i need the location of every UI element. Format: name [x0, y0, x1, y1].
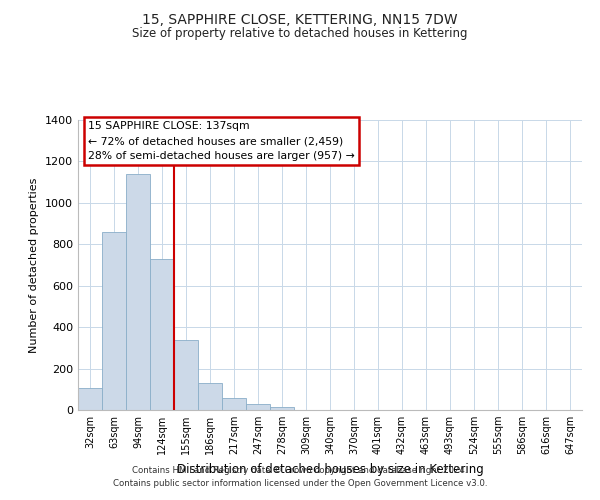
Bar — [102, 232, 126, 410]
Bar — [174, 340, 198, 410]
Bar — [222, 398, 246, 410]
X-axis label: Distribution of detached houses by size in Kettering: Distribution of detached houses by size … — [176, 462, 484, 475]
Bar — [246, 404, 270, 410]
Bar — [198, 383, 222, 410]
Bar — [150, 259, 174, 410]
Text: Size of property relative to detached houses in Kettering: Size of property relative to detached ho… — [132, 28, 468, 40]
Bar — [270, 407, 294, 410]
Y-axis label: Number of detached properties: Number of detached properties — [29, 178, 40, 352]
Text: Contains HM Land Registry data © Crown copyright and database right 2024.
Contai: Contains HM Land Registry data © Crown c… — [113, 466, 487, 487]
Text: 15, SAPPHIRE CLOSE, KETTERING, NN15 7DW: 15, SAPPHIRE CLOSE, KETTERING, NN15 7DW — [142, 12, 458, 26]
Bar — [126, 174, 150, 410]
Text: 15 SAPPHIRE CLOSE: 137sqm
← 72% of detached houses are smaller (2,459)
28% of se: 15 SAPPHIRE CLOSE: 137sqm ← 72% of detac… — [88, 122, 355, 161]
Bar — [78, 388, 102, 410]
